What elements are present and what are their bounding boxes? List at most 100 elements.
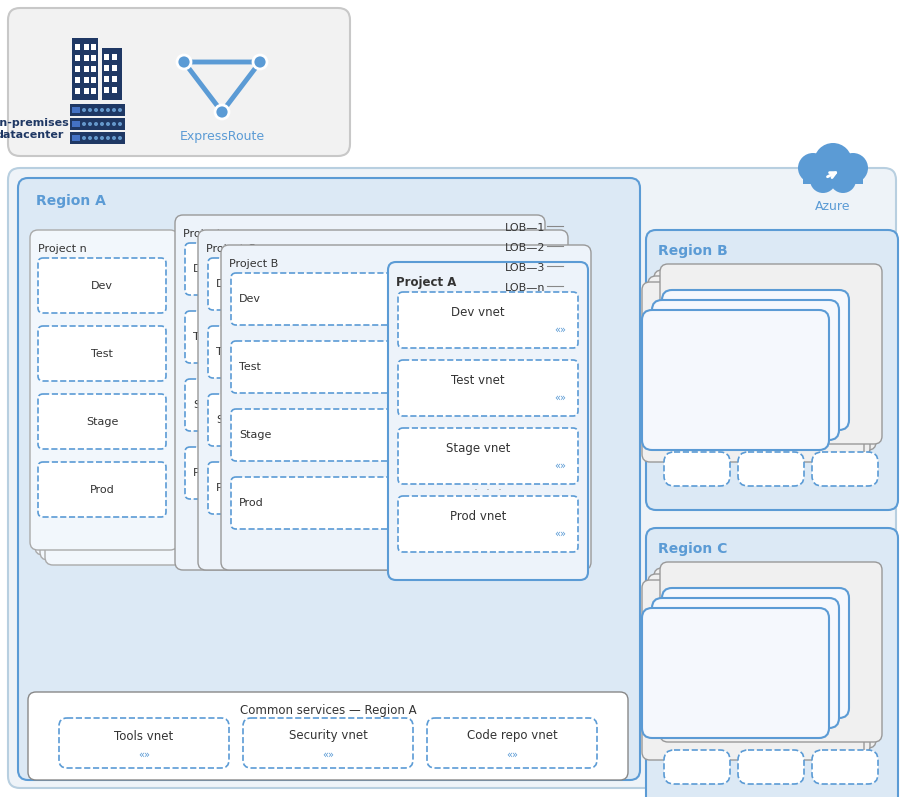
- Circle shape: [118, 108, 122, 112]
- Circle shape: [88, 122, 92, 126]
- FancyBboxPatch shape: [185, 243, 533, 295]
- Text: Dev: Dev: [192, 264, 215, 274]
- FancyBboxPatch shape: [397, 428, 577, 484]
- Text: «»: «»: [554, 393, 565, 403]
- FancyBboxPatch shape: [737, 452, 803, 486]
- Bar: [802, 168, 862, 184]
- Circle shape: [100, 136, 104, 140]
- FancyBboxPatch shape: [664, 452, 730, 486]
- FancyBboxPatch shape: [737, 750, 803, 784]
- FancyBboxPatch shape: [185, 379, 533, 431]
- Text: Dev: Dev: [216, 279, 237, 289]
- Text: «»: «»: [138, 750, 150, 760]
- Text: Dev vnet: Dev vnet: [451, 305, 504, 319]
- Circle shape: [82, 108, 86, 112]
- Text: «»: «»: [554, 529, 565, 539]
- FancyBboxPatch shape: [811, 452, 877, 486]
- Circle shape: [106, 108, 110, 112]
- FancyBboxPatch shape: [208, 326, 555, 378]
- Text: Test: Test: [192, 332, 215, 342]
- FancyBboxPatch shape: [397, 292, 577, 348]
- Bar: [104, 76, 109, 82]
- Text: Project A: Project A: [396, 276, 456, 289]
- Text: Project B: Project B: [228, 259, 278, 269]
- FancyBboxPatch shape: [38, 258, 166, 313]
- Circle shape: [106, 122, 110, 126]
- Circle shape: [253, 55, 266, 69]
- FancyBboxPatch shape: [641, 310, 828, 450]
- Bar: [91, 55, 96, 61]
- Text: Dev: Dev: [238, 294, 261, 304]
- FancyBboxPatch shape: [664, 750, 730, 784]
- Text: LOB—3: LOB—3: [504, 263, 545, 273]
- Text: «»: «»: [321, 750, 333, 760]
- Bar: [112, 65, 116, 71]
- Bar: [84, 44, 88, 50]
- Bar: [104, 54, 109, 60]
- FancyBboxPatch shape: [30, 230, 178, 550]
- Bar: [104, 65, 109, 71]
- FancyBboxPatch shape: [231, 341, 578, 393]
- Text: Security vnet: Security vnet: [288, 729, 367, 743]
- Text: Stage: Stage: [86, 417, 118, 427]
- Bar: [84, 88, 88, 94]
- Circle shape: [112, 136, 116, 140]
- Circle shape: [797, 153, 827, 183]
- FancyBboxPatch shape: [646, 230, 897, 510]
- Circle shape: [837, 153, 867, 183]
- FancyBboxPatch shape: [653, 568, 875, 748]
- Text: Prod: Prod: [216, 483, 240, 493]
- FancyBboxPatch shape: [397, 496, 577, 552]
- Text: Tools vnet: Tools vnet: [115, 729, 173, 743]
- Circle shape: [118, 122, 122, 126]
- FancyBboxPatch shape: [231, 409, 578, 461]
- Bar: [91, 77, 96, 83]
- Bar: [70, 118, 125, 130]
- FancyBboxPatch shape: [38, 394, 166, 449]
- Bar: [104, 87, 109, 93]
- Circle shape: [118, 136, 122, 140]
- Text: «»: «»: [554, 461, 565, 471]
- Circle shape: [88, 136, 92, 140]
- Circle shape: [809, 167, 835, 193]
- FancyBboxPatch shape: [40, 240, 188, 560]
- Text: Stage vnet: Stage vnet: [445, 442, 509, 454]
- Bar: [72, 121, 79, 127]
- FancyBboxPatch shape: [243, 718, 413, 768]
- FancyBboxPatch shape: [647, 276, 869, 456]
- FancyBboxPatch shape: [387, 262, 587, 580]
- Circle shape: [82, 122, 86, 126]
- FancyBboxPatch shape: [220, 245, 591, 570]
- Text: Region C: Region C: [657, 542, 727, 556]
- FancyBboxPatch shape: [45, 245, 192, 565]
- Circle shape: [88, 108, 92, 112]
- Bar: [75, 77, 79, 83]
- Circle shape: [100, 108, 104, 112]
- Text: Prod: Prod: [192, 468, 218, 478]
- Text: Stage: Stage: [216, 415, 248, 425]
- FancyBboxPatch shape: [426, 718, 596, 768]
- Bar: [75, 66, 79, 72]
- FancyBboxPatch shape: [208, 462, 555, 514]
- Text: Stage: Stage: [238, 430, 271, 440]
- FancyBboxPatch shape: [641, 580, 863, 760]
- Text: Project C: Project C: [206, 244, 255, 254]
- Bar: [91, 66, 96, 72]
- FancyBboxPatch shape: [651, 598, 838, 728]
- Text: Dev: Dev: [91, 281, 113, 291]
- Bar: [112, 54, 116, 60]
- Text: Region B: Region B: [657, 244, 727, 258]
- FancyBboxPatch shape: [659, 264, 881, 444]
- Bar: [91, 88, 96, 94]
- Circle shape: [100, 122, 104, 126]
- Text: Stage: Stage: [192, 400, 225, 410]
- Bar: [72, 135, 79, 141]
- Text: On-premises
datacenter: On-premises datacenter: [0, 118, 70, 139]
- Text: LOB—1: LOB—1: [504, 223, 545, 233]
- Text: Test: Test: [91, 349, 113, 359]
- Text: «»: «»: [506, 750, 517, 760]
- Text: Prod: Prod: [89, 485, 115, 495]
- FancyBboxPatch shape: [59, 718, 228, 768]
- FancyBboxPatch shape: [38, 326, 166, 381]
- Bar: [70, 104, 125, 116]
